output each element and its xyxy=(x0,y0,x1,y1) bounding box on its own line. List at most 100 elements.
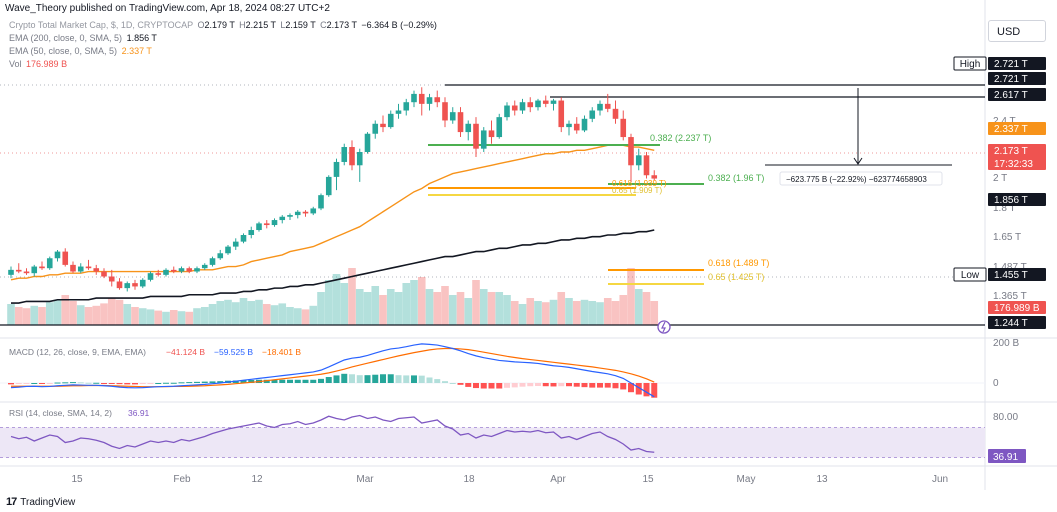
volume-bar xyxy=(425,289,434,325)
candle-body xyxy=(31,266,38,274)
legend-low: 2.159 T xyxy=(285,20,316,30)
candle-body xyxy=(8,269,14,275)
macd-histogram-bar xyxy=(380,374,386,383)
macd-histogram-bar xyxy=(341,373,348,383)
volume-bar xyxy=(472,280,480,325)
macd-histogram-bar xyxy=(434,379,441,383)
price-badge-label: High xyxy=(960,59,981,70)
candle-body xyxy=(116,281,123,289)
candle-body xyxy=(542,100,549,104)
candle-body xyxy=(263,223,270,226)
volume-bar xyxy=(200,307,209,325)
price-badge-value: 2.173 T xyxy=(994,146,1028,157)
candle-body xyxy=(256,223,262,231)
legend-low-key: L xyxy=(280,20,286,30)
macd-histogram-bar xyxy=(39,383,45,384)
candle-body xyxy=(101,271,107,277)
time-axis-tick: May xyxy=(737,474,756,485)
footer-brand: TradingView xyxy=(20,496,76,508)
macd-histogram-bar xyxy=(93,382,100,384)
fib-low-orange-label: 0.618 (1.489 T) xyxy=(708,258,769,268)
volume-bar xyxy=(340,283,349,325)
macd-histogram-bar xyxy=(635,383,642,395)
macd-histogram-bar xyxy=(473,383,479,389)
rsi-value: 36.91 xyxy=(128,408,150,418)
price-axis: 2.4 T 2 T 1.8 T 1.65 T 1.487 T 1.365 T 200 B 0 8… xyxy=(953,56,1046,463)
volume-bar xyxy=(247,301,256,325)
candle-body xyxy=(504,105,510,118)
candle-body xyxy=(23,271,30,274)
legend-ema200-value: 1.856 T xyxy=(126,33,157,43)
macd-histogram-bar xyxy=(418,375,425,383)
candle-body xyxy=(139,279,146,287)
time-axis-tick: Apr xyxy=(550,474,566,485)
volume-bar xyxy=(45,302,54,325)
volume-bar xyxy=(588,301,597,325)
candle-body xyxy=(566,123,572,128)
candle-body xyxy=(620,118,627,138)
macd-histogram-bar xyxy=(488,383,495,389)
volume-bar xyxy=(38,307,46,325)
macd-histogram-bar xyxy=(535,383,541,386)
macd-histogram-bar xyxy=(604,383,611,388)
macd-histogram-bar xyxy=(201,381,208,383)
candle-body xyxy=(310,208,317,214)
macd-pane xyxy=(0,343,985,398)
volume-bar xyxy=(278,303,287,325)
price-badge xyxy=(988,57,1046,70)
candle-body xyxy=(279,216,286,221)
volume-bar xyxy=(549,299,558,325)
volume-bar xyxy=(503,295,511,325)
price-badge-value: 2.721 T xyxy=(994,59,1028,70)
macd-histogram-bar xyxy=(612,383,619,389)
time-axis-tick: 15 xyxy=(71,474,83,485)
macd-histogram-bar xyxy=(8,383,14,385)
volume-bar xyxy=(603,298,612,325)
volume-bar xyxy=(216,301,225,325)
candle-body xyxy=(15,269,22,272)
volume-bar xyxy=(61,295,70,325)
macd-histogram-bar xyxy=(589,383,596,388)
volume-bar xyxy=(410,280,418,325)
time-axis-tick: Jun xyxy=(932,474,948,485)
measure-label: −623.775 B (−22.92%) −623774658903 xyxy=(786,175,927,184)
macd-signal-line xyxy=(11,347,655,388)
rsi-line xyxy=(10,414,655,453)
candle-body xyxy=(209,258,216,265)
volume-bar xyxy=(510,301,519,325)
candle-body xyxy=(77,266,84,272)
volume-bar xyxy=(185,311,194,325)
volume-bar xyxy=(541,302,550,325)
macd-histogram-bar xyxy=(54,382,61,384)
legend-ema50-row[interactable]: EMA (50, close, 0, SMA, 5) 2.337 T xyxy=(9,45,437,58)
macd-histogram-bar xyxy=(651,383,658,398)
time-axis: 15 Feb 12 Mar 18 Apr 15 May 13 Jun xyxy=(71,474,948,485)
volume-bar xyxy=(193,308,201,325)
macd-histogram-bar xyxy=(504,383,510,388)
time-axis-tick: Feb xyxy=(173,474,191,485)
macd-histogram-bar xyxy=(147,383,154,384)
legend-vol-row[interactable]: Vol 176.989 B xyxy=(9,58,437,71)
volume-bar xyxy=(324,280,333,325)
candle-body xyxy=(511,105,518,111)
time-axis-tick: 13 xyxy=(816,474,828,485)
legend-close: 2.173 T xyxy=(326,20,357,30)
macd-histogram-bar xyxy=(155,383,162,384)
candle-body xyxy=(519,102,526,111)
currency-button[interactable]: USD xyxy=(988,20,1046,42)
price-badge xyxy=(988,72,1046,85)
candle-body xyxy=(480,130,487,149)
candle-body xyxy=(341,147,348,162)
fib-mid-green-label: 0.382 (1.96 T) xyxy=(708,173,764,183)
legend-ema200-row[interactable]: EMA (200, close, 0, SMA, 5) 1.856 T xyxy=(9,32,437,45)
macd-histogram-bar xyxy=(620,383,627,390)
candle-body xyxy=(39,266,45,269)
macd-histogram-bar xyxy=(287,379,293,383)
candle-body xyxy=(473,123,479,149)
footer[interactable]: 17 TradingView xyxy=(6,496,75,508)
volume-bar xyxy=(231,302,240,325)
volume-bar xyxy=(162,311,170,325)
candle-body xyxy=(612,108,619,119)
candle-body xyxy=(225,246,231,254)
